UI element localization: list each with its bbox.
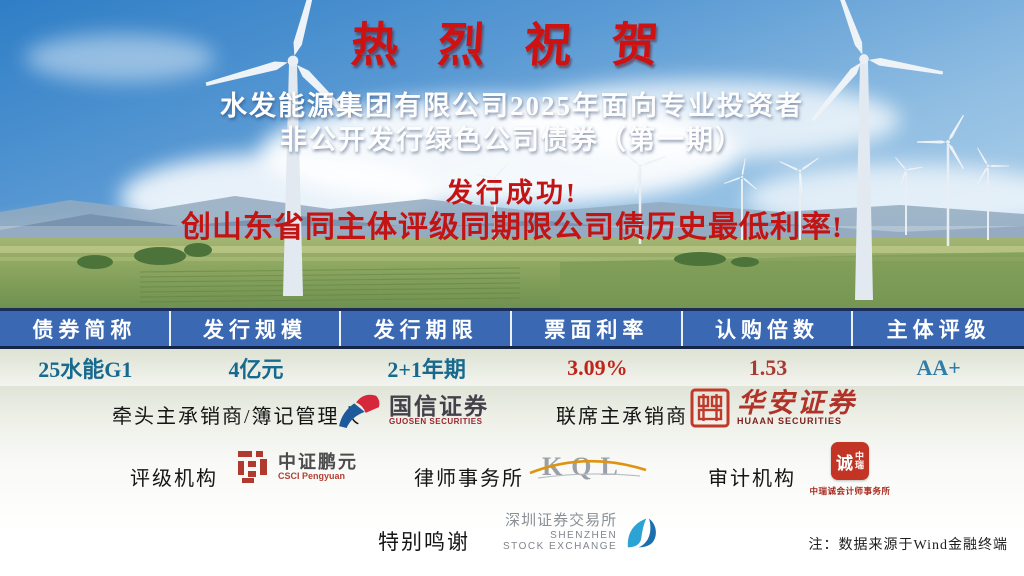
col-header-issuer-rating: 主体评级 (886, 317, 991, 342)
huaan-seal-icon (690, 388, 730, 428)
col-header-tenor: 发行期限 (341, 311, 512, 346)
table-header-row: 债券简称 发行规模 发行期限 票面利率 认购倍数 主体评级 (0, 308, 1024, 349)
csci-blocks-icon (238, 451, 267, 483)
huaan-name-en: HUAAN SECURITIES (737, 416, 843, 427)
seal-char-cheng: 诚 (835, 453, 853, 473)
col-header-bond-name: 债券简称 (0, 311, 171, 346)
csci-pengyuan-logo: 中证鹏元 CSCI Pengyuan (237, 450, 358, 484)
bond-issue-subtitle-line2: 非公开发行绿色公司债券（第一期） (280, 125, 744, 155)
coupon-rate-value: 3.09% (567, 354, 628, 380)
zhongruicheng-full-name: 中瑞诚会计师事务所 (809, 486, 891, 496)
special-thanks-label: 特别鸣谢 (378, 530, 470, 554)
congratulations-title: 热 烈 祝 贺 (349, 20, 675, 72)
wind-farm-scene-icon (0, 0, 1024, 308)
data-source-footnote: 注：数据来源于Wind金融终端 (808, 538, 1008, 553)
lead-underwriter-label: 牵头主承销商/簿记管理人 (112, 406, 362, 428)
participants-section: 牵头主承销商/簿记管理人 国信证券 GUOSEN SECURITIES 联席主承… (0, 386, 1024, 576)
szse-mark-icon (627, 518, 657, 548)
guosen-swoosh-icon (339, 394, 380, 429)
tenor-value: 2+1年期 (387, 356, 466, 382)
col-header-issue-size: 发行规模 (171, 311, 342, 346)
record-rate-line: 创山东省同主体评级同期限公司债历史最低利率! (181, 211, 843, 244)
bond-issue-subtitle-line1: 水发能源集团有限公司2025年面向专业投资者 (220, 91, 804, 121)
table-value-row: 25水能G1 4亿元 2+1年期 3.09% 1.53 AA+ (0, 349, 1024, 386)
col-header-subscription-multiple: 认购倍数 (683, 311, 854, 346)
seal-char-rui: 瑞 (854, 460, 864, 470)
wind-farm-photo: 热 烈 祝 贺 水发能源集团有限公司2025年面向专业投资者 非公开发行绿色公司… (0, 0, 1024, 308)
bond-name-value: 25水能G1 (38, 356, 133, 382)
szse-name-cn: 深圳证券交易所 (505, 512, 618, 530)
rating-agency-label: 评级机构 (130, 468, 218, 490)
kql-arc-icon (529, 459, 647, 479)
szse-logo: 深圳证券交易所 SHENZHEN STOCK EXCHANGE (503, 510, 658, 556)
guosen-name-cn: 国信证券 (389, 392, 489, 419)
szse-name-en-line2: STOCK EXCHANGE (503, 541, 618, 553)
szse-name-en-line1: SHENZHEN (550, 530, 618, 542)
law-firm-label: 律师事务所 (414, 468, 524, 490)
seal-char-zhong: 中 (854, 451, 864, 461)
co-underwriter-label: 联席主承销商 (556, 406, 688, 428)
auditor-label: 审计机构 (708, 468, 796, 490)
zhongruicheng-logo: 诚 中 瑞 中瑞诚会计师事务所 (788, 442, 912, 497)
issue-success-line: 发行成功! (446, 178, 578, 208)
kql-law-firm-logo: KQL (528, 448, 648, 486)
subscription-multiple-value: 1.53 (748, 354, 788, 380)
guosen-securities-logo: 国信证券 GUOSEN SECURITIES (336, 391, 489, 429)
col-header-coupon-rate: 票面利率 (512, 311, 683, 346)
csci-name-cn: 中证鹏元 (278, 451, 358, 472)
issue-size-value: 4亿元 (228, 356, 284, 382)
zhongruicheng-seal-icon: 诚 中 瑞 (831, 442, 869, 480)
huaan-name-cn: 华安证券 (737, 388, 857, 419)
guosen-name-en: GUOSEN SECURITIES (389, 416, 483, 426)
huaan-securities-logo: 华安证券 HUAAN SECURITIES (690, 388, 857, 428)
bond-summary-table: 债券简称 发行规模 发行期限 票面利率 认购倍数 主体评级 25水能G1 4亿元… (0, 308, 1024, 386)
csci-name-en: CSCI Pengyuan (278, 470, 346, 481)
issuer-rating-value: AA+ (916, 354, 961, 380)
